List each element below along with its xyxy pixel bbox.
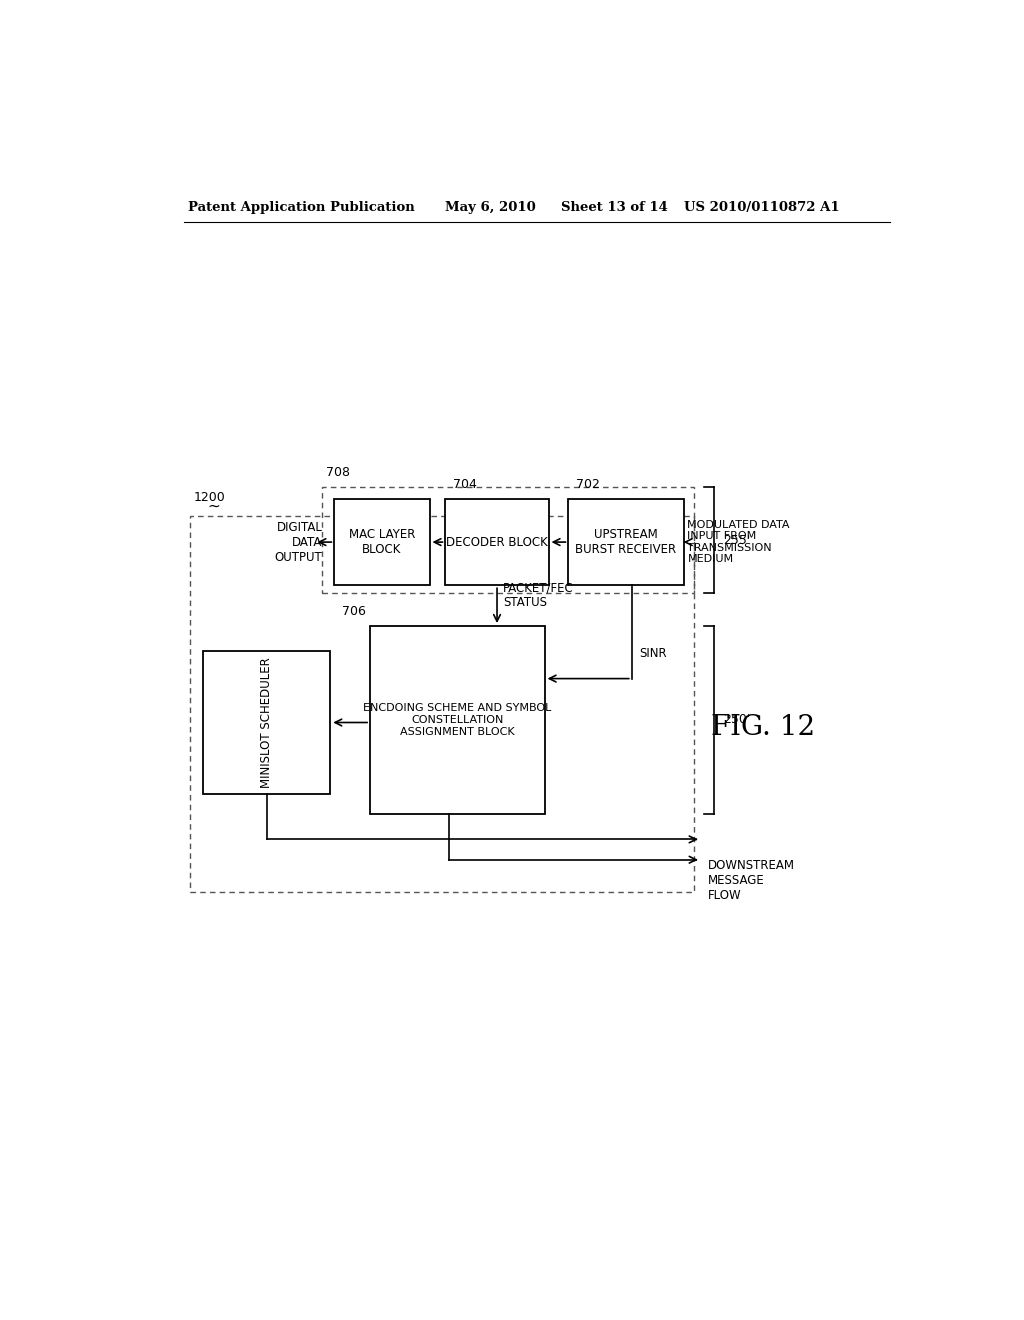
Text: 704: 704 <box>454 478 477 491</box>
Text: 702: 702 <box>577 478 600 491</box>
Text: PACKET/FEC
STATUS: PACKET/FEC STATUS <box>504 581 574 610</box>
Text: DECODER BLOCK: DECODER BLOCK <box>446 536 548 549</box>
Bar <box>334 499 430 585</box>
Text: DIGITAL
DATA
OUTPUT: DIGITAL DATA OUTPUT <box>274 520 323 564</box>
Text: MAC LAYER
BLOCK: MAC LAYER BLOCK <box>349 528 415 556</box>
Bar <box>323 487 694 594</box>
Bar <box>370 626 545 814</box>
Text: 250': 250' <box>723 714 751 726</box>
Text: Sheet 13 of 14: Sheet 13 of 14 <box>560 201 668 214</box>
Text: MINISLOT SCHEDULER: MINISLOT SCHEDULER <box>260 657 273 788</box>
Text: 708: 708 <box>327 466 350 479</box>
Text: ENCDOING SCHEME AND SYMBOL
CONSTELLATION
ASSIGNMENT BLOCK: ENCDOING SCHEME AND SYMBOL CONSTELLATION… <box>364 704 552 737</box>
Text: UPSTREAM
BURST RECEIVER: UPSTREAM BURST RECEIVER <box>575 528 677 556</box>
Text: 706: 706 <box>342 605 367 618</box>
Text: US 2010/0110872 A1: US 2010/0110872 A1 <box>684 201 839 214</box>
Text: SINR: SINR <box>640 647 668 660</box>
Bar <box>445 499 549 585</box>
Bar <box>204 651 331 793</box>
Text: ~: ~ <box>207 498 220 513</box>
Bar <box>568 499 684 585</box>
Text: FIG. 12: FIG. 12 <box>711 714 815 741</box>
Text: 1200: 1200 <box>194 491 225 504</box>
Text: MODULATED DATA
INPUT FROM
TRANSMISSION
MEDIUM: MODULATED DATA INPUT FROM TRANSMISSION M… <box>687 520 790 565</box>
Text: DOWNSTREAM
MESSAGE
FLOW: DOWNSTREAM MESSAGE FLOW <box>709 858 795 902</box>
Text: May 6, 2010: May 6, 2010 <box>445 201 537 214</box>
Text: 255': 255' <box>723 533 751 546</box>
Text: Patent Application Publication: Patent Application Publication <box>187 201 415 214</box>
Bar <box>189 516 694 892</box>
